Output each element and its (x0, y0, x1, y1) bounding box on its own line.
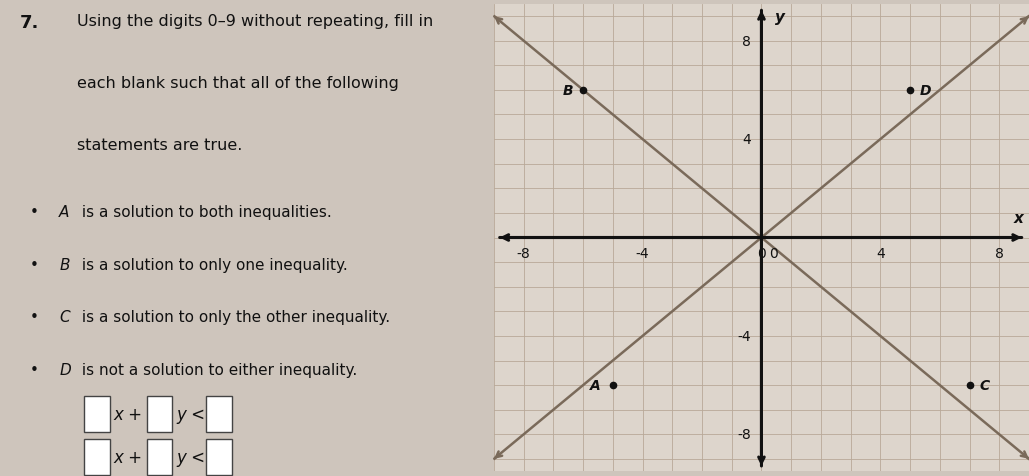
Text: y: y (775, 10, 785, 25)
Text: B: B (563, 84, 573, 98)
Text: C: C (60, 309, 70, 324)
Text: 4: 4 (742, 133, 751, 147)
Text: statements are true.: statements are true. (76, 138, 242, 153)
Text: •: • (30, 309, 38, 324)
FancyBboxPatch shape (206, 396, 232, 432)
Text: •: • (30, 362, 38, 377)
Text: A: A (60, 205, 70, 219)
Text: B: B (60, 257, 70, 272)
Text: is a solution to both inequalities.: is a solution to both inequalities. (76, 205, 331, 219)
Text: x: x (1014, 211, 1023, 226)
FancyBboxPatch shape (147, 396, 173, 432)
Text: is a solution to only one inequality.: is a solution to only one inequality. (76, 257, 348, 272)
Text: x +: x + (113, 448, 143, 466)
Text: 8: 8 (995, 247, 1003, 260)
FancyBboxPatch shape (147, 439, 173, 475)
Text: •: • (30, 257, 38, 272)
Text: y <: y < (176, 405, 206, 423)
Text: x +: x + (113, 405, 143, 423)
Text: 8: 8 (742, 35, 751, 49)
Text: y <: y < (176, 448, 206, 466)
Text: •: • (30, 205, 38, 219)
Text: 7.: 7. (20, 14, 39, 32)
Text: A: A (590, 378, 600, 392)
Text: D: D (919, 84, 930, 98)
Text: C: C (980, 378, 990, 392)
FancyBboxPatch shape (84, 396, 110, 432)
Text: each blank such that all of the following: each blank such that all of the followin… (76, 76, 398, 91)
Text: D: D (60, 362, 71, 377)
FancyBboxPatch shape (84, 439, 110, 475)
Text: -4: -4 (738, 329, 751, 343)
FancyBboxPatch shape (206, 439, 232, 475)
Text: -8: -8 (738, 427, 751, 441)
Text: -4: -4 (636, 247, 649, 260)
Text: 4: 4 (876, 247, 885, 260)
Text: -8: -8 (517, 247, 531, 260)
Text: is a solution to only the other inequality.: is a solution to only the other inequali… (76, 309, 390, 324)
Text: Using the digits 0–9 without repeating, fill in: Using the digits 0–9 without repeating, … (76, 14, 433, 29)
Text: 0: 0 (757, 247, 766, 260)
Text: 0: 0 (769, 247, 778, 260)
Text: is not a solution to either inequality.: is not a solution to either inequality. (76, 362, 357, 377)
